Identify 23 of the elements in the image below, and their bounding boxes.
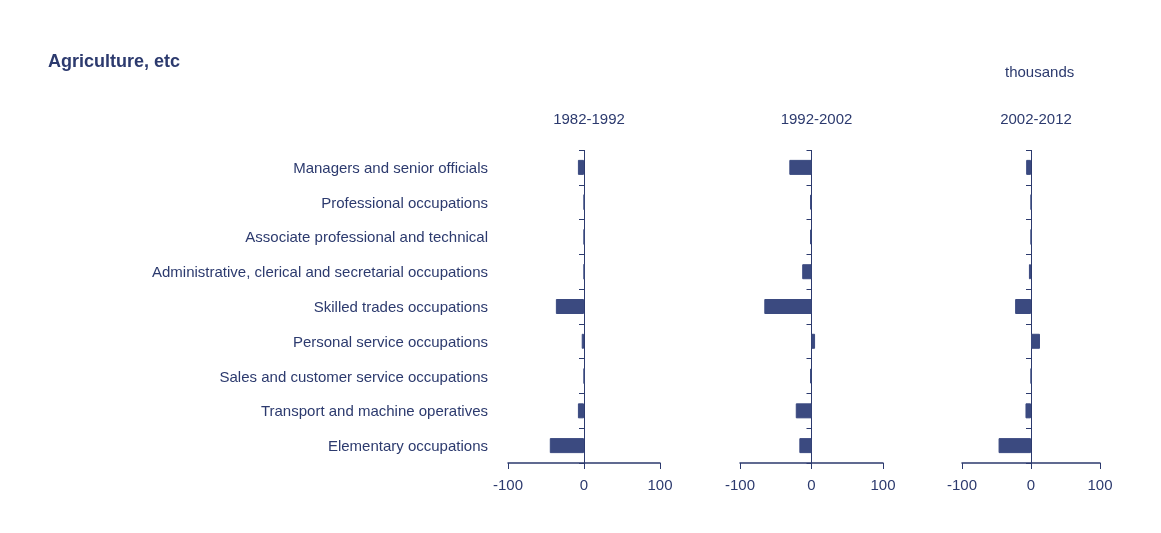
text: Agriculture, etc xyxy=(48,51,181,71)
x-tick-label: -100 xyxy=(946,476,978,493)
chart-title: 2002-2012 xyxy=(1000,110,1072,127)
y-tick-label: Associate professional and technical xyxy=(245,228,488,246)
y-tick-label: Professional occupations xyxy=(321,193,488,211)
y-tick-label: Elementary occupations xyxy=(327,437,488,455)
y-tick-label: Transport and machine operatives xyxy=(260,402,488,420)
chart-title: 1992-2002 xyxy=(780,110,853,127)
y-tick-label: Administrative, clerical and secretarial occupations xyxy=(152,263,488,281)
y-tick-label: Skilled trades occupations xyxy=(313,298,488,315)
x-tick-label: -100 xyxy=(492,476,524,493)
y-tick-label: Personal service occupations xyxy=(292,332,488,350)
x-tick-label: 100 xyxy=(647,476,673,493)
x-tick-label: 100 xyxy=(1087,476,1113,493)
x-tick-label: 100 xyxy=(870,476,896,493)
text: thousands xyxy=(1005,63,1075,80)
x-tick-label: 0 xyxy=(1026,476,1036,493)
x-tick-label: -100 xyxy=(724,476,756,493)
chart-title: 1982-1992 xyxy=(553,110,625,127)
x-tick-label: 0 xyxy=(579,476,589,493)
y-tick-label: Managers and senior officials xyxy=(293,158,488,176)
y-tick-label: Sales and customer service occupations xyxy=(219,367,488,385)
x-tick-label: 0 xyxy=(807,476,816,493)
